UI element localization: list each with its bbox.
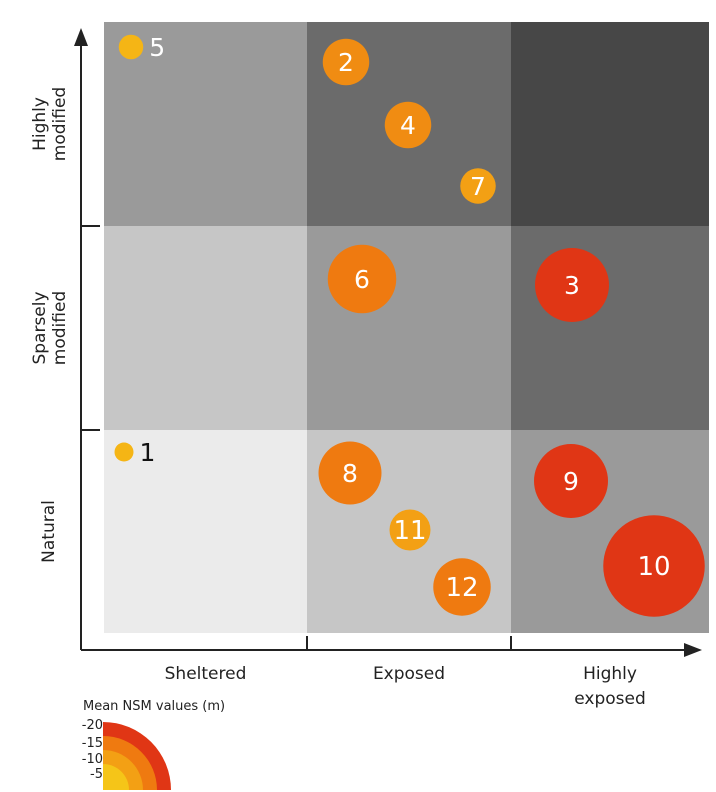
bubble-label-3: 3 [564, 271, 580, 300]
svg-text:Highlymodified: Highlymodified [30, 87, 70, 161]
matrix-cell [511, 22, 709, 226]
svg-text:Sparselymodified: Sparselymodified [30, 291, 70, 365]
bubble-10 [603, 515, 705, 617]
bubble-label-12: 12 [445, 573, 478, 603]
bubble-11 [389, 509, 431, 551]
x-tick-label: Sheltered [165, 664, 247, 684]
legend-label: -10 [82, 752, 103, 767]
y-tick-label: Sparselymodified [30, 291, 70, 365]
matrix-cell [511, 226, 709, 430]
matrix-cells [104, 22, 709, 633]
bubble-label-9: 9 [563, 467, 579, 496]
bubble-6 [327, 244, 397, 314]
x-tick-label: Exposed [373, 664, 445, 684]
bubble-label-5: 5 [149, 33, 165, 62]
bubble-5 [118, 34, 144, 60]
bubble-8 [318, 441, 382, 505]
bubble-label-10: 10 [637, 552, 670, 582]
size-legend: Mean NSM values (m) -20 -15-10-5 [82, 699, 225, 790]
bubble-label-1: 1 [140, 438, 156, 467]
bubble-12 [433, 558, 491, 616]
legend-label: -5 [90, 767, 103, 782]
bubble-9 [534, 444, 608, 518]
y-axis-labels: Natural Sparselymodified Highlymodified [30, 87, 70, 563]
bubble-3 [535, 248, 609, 322]
bubble-label-7: 7 [470, 172, 486, 201]
matrix-cell [104, 430, 307, 633]
legend-label: -20 [82, 718, 103, 733]
bubble-label-11: 11 [393, 516, 426, 546]
legend-label: -15 [82, 736, 103, 751]
bubble-label-6: 6 [354, 265, 370, 294]
axes [74, 28, 702, 657]
matrix-cell [104, 226, 307, 430]
bubble-1 [114, 442, 134, 462]
y-tick-label: Highlymodified [30, 87, 70, 161]
bubble-label-2: 2 [338, 48, 354, 77]
x-tick-label: Highly exposed [574, 664, 646, 709]
bubble-2 [322, 38, 370, 86]
bubble-label-4: 4 [400, 111, 416, 140]
bubble-4 [384, 101, 432, 149]
legend-title: Mean NSM values (m) [83, 699, 225, 714]
y-axis-arrow [74, 28, 88, 46]
svg-text:Natural: Natural [39, 500, 59, 563]
bubble-label-8: 8 [342, 459, 358, 488]
x-axis-labels: Sheltered Exposed Highly exposed [165, 664, 646, 709]
y-tick-label: Natural [39, 500, 59, 563]
bubble-7 [460, 168, 496, 204]
x-axis-arrow [684, 643, 702, 657]
legend-arc [103, 764, 129, 790]
